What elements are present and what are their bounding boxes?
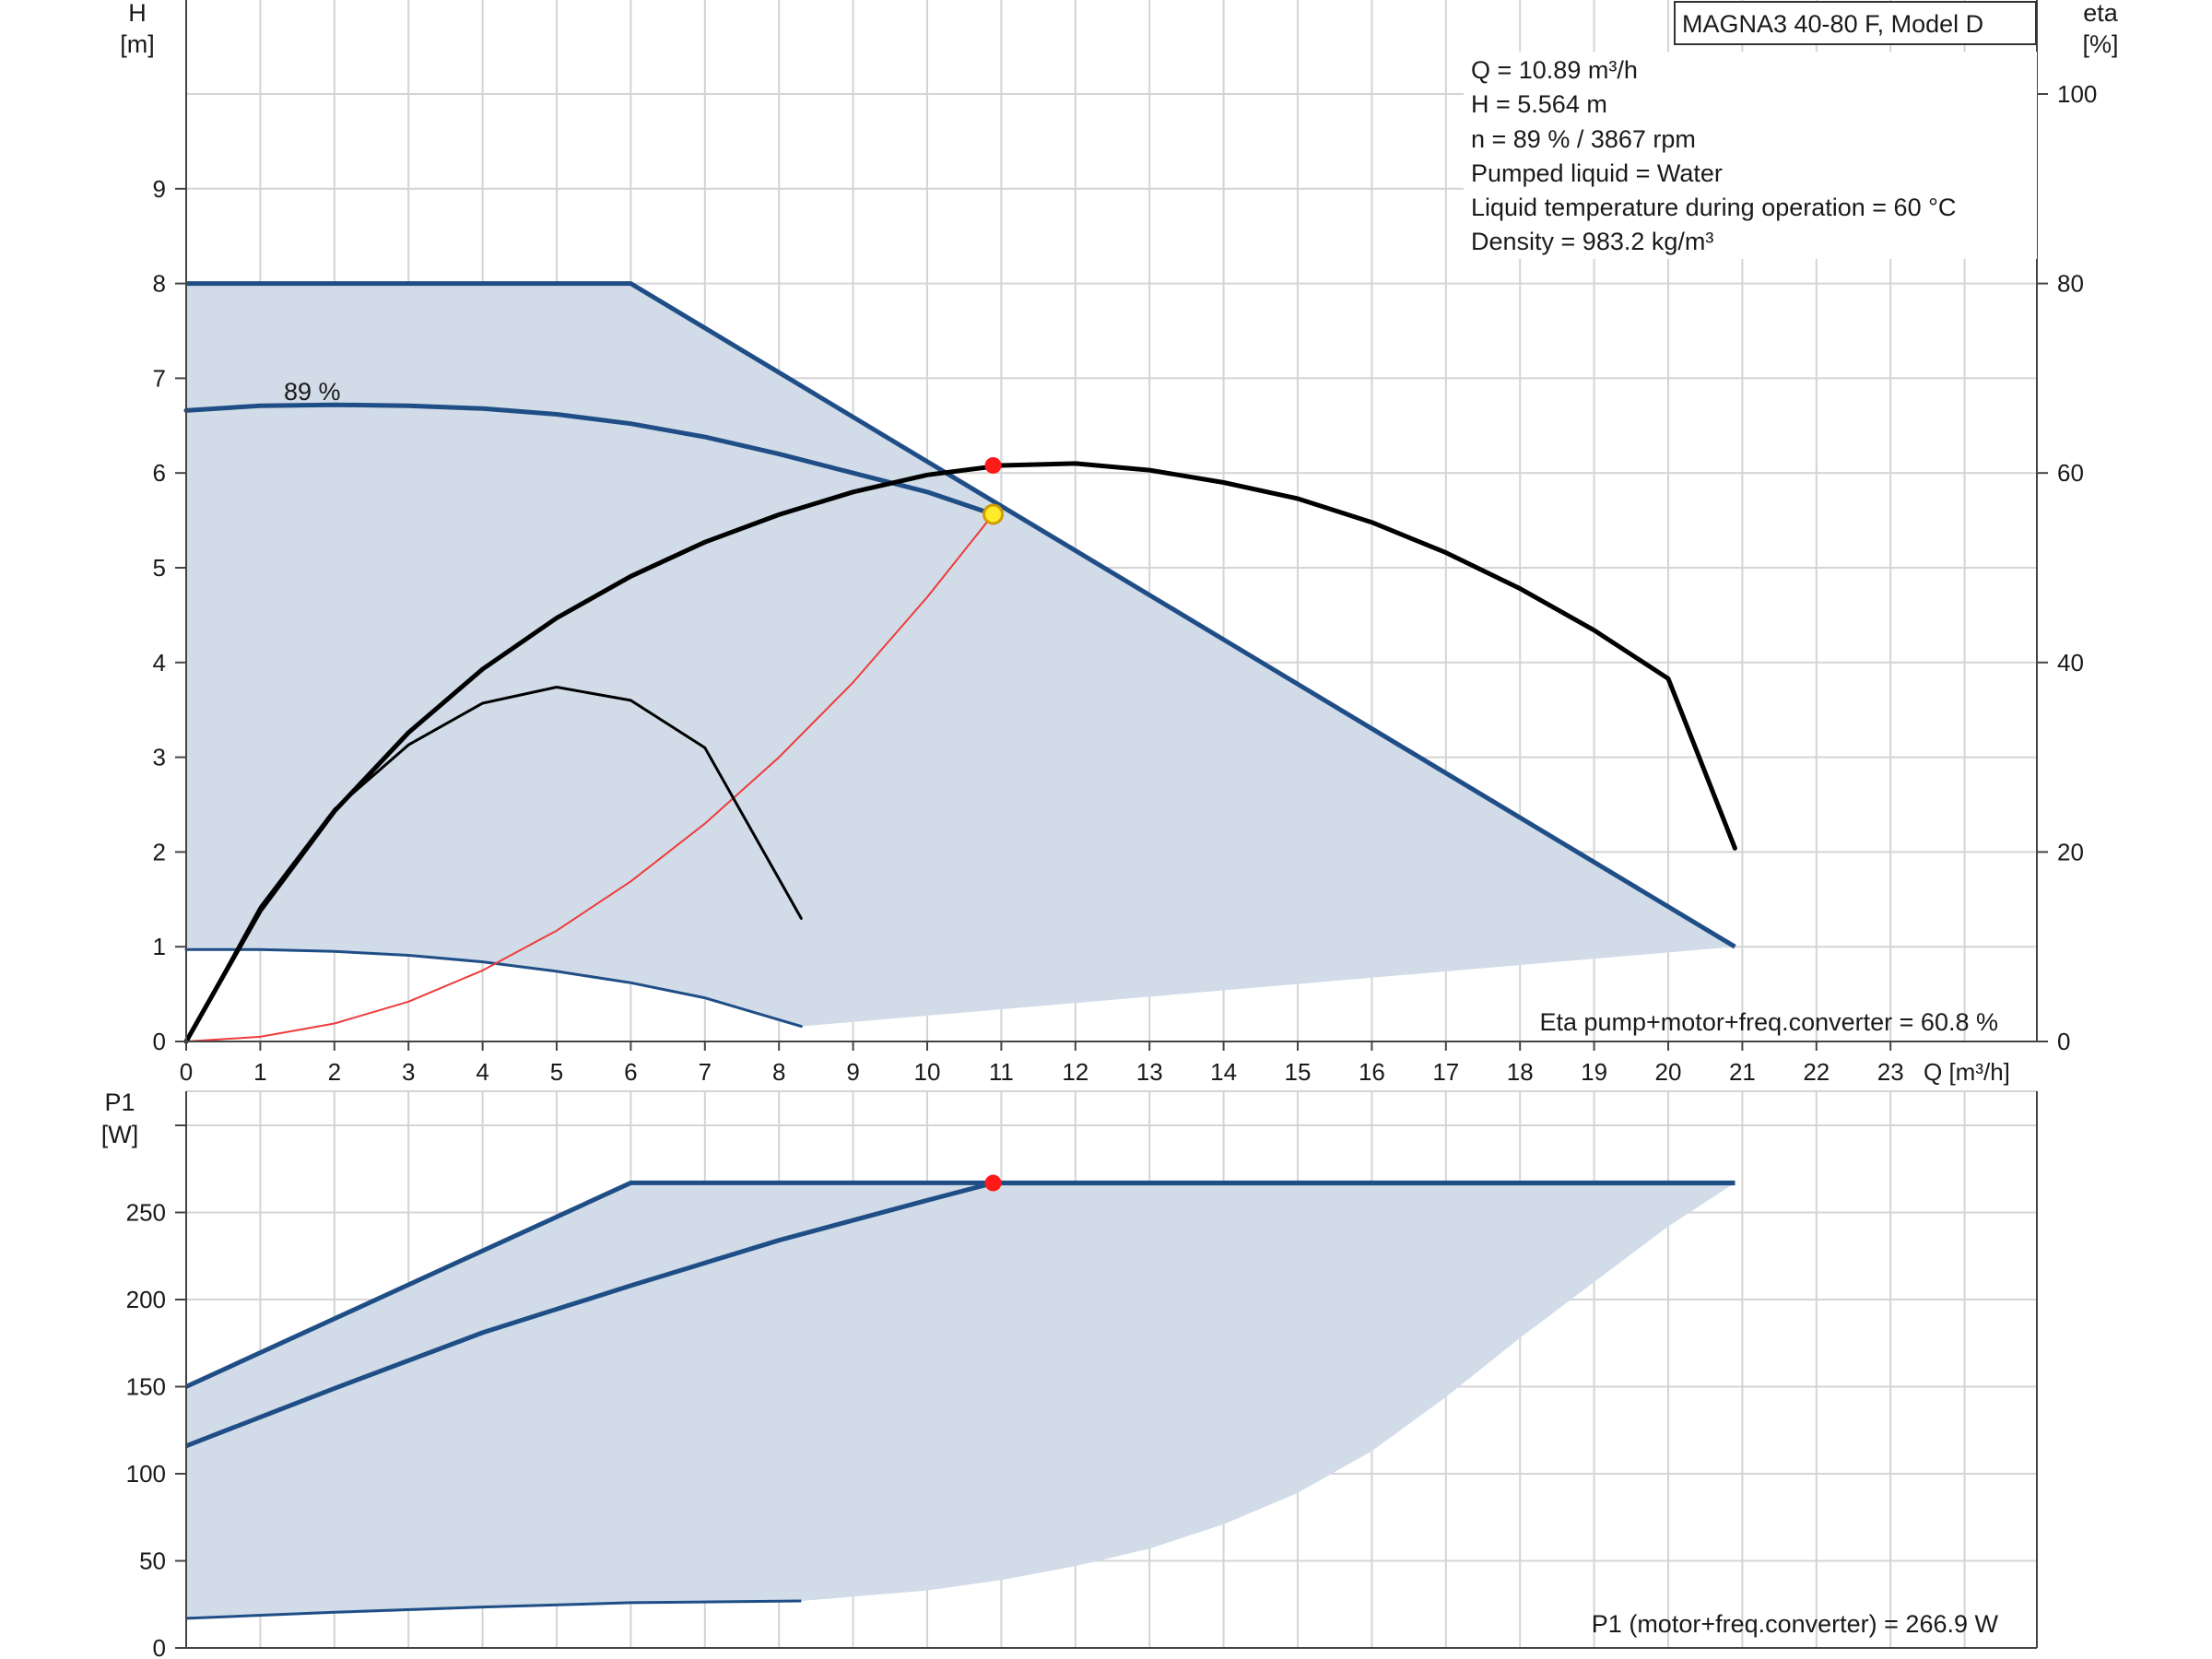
info-speed: n = 89 % / 3867 rpm (1471, 125, 1696, 153)
eta-footer-text: Eta pump+motor+freq.converter = 60.8 % (1539, 1008, 1998, 1036)
power-y-axis-title-line1: P1 (104, 1088, 135, 1116)
curve-speed-label: 89 % (284, 378, 341, 406)
eta-axis-title-line2: [%] (2082, 30, 2118, 58)
x-tick-label: 12 (1062, 1058, 1088, 1086)
head-y-tick-label: 0 (153, 1028, 166, 1055)
eta-tick-label: 80 (2057, 270, 2084, 298)
x-tick-label: 0 (180, 1058, 193, 1086)
power-y-tick-label: 250 (126, 1199, 166, 1227)
power-envelope-area (186, 1182, 1735, 1618)
power-y-tick-label: 100 (126, 1460, 166, 1488)
x-tick-label: 10 (914, 1058, 941, 1086)
head-curve-plot: 0 1 2 3 4 5 6 7 8 9 10 11 12 13 14 15 16 17 18 19 20 21 22 2301… (120, 0, 2119, 1086)
head-tick-labels: 0 1 2 3 4 5 6 7 8 9 10 11 12 13 14 15 16 17 18 19 20 21 22 2301… (153, 80, 2098, 1086)
info-density: Density = 983.2 kg/m³ (1471, 228, 1713, 255)
x-tick-label: 7 (699, 1058, 712, 1086)
power-min-curve (185, 1599, 802, 1620)
power-operating-envelope (184, 1180, 1735, 1618)
duty-point-head-marker (982, 503, 1005, 525)
x-tick-label: 4 (476, 1058, 488, 1086)
info-temperature: Liquid temperature during operation = 60… (1471, 194, 1956, 221)
system-curve (185, 513, 994, 1042)
power-y-axis-title-line2: [W] (101, 1121, 139, 1148)
head-y-tick-label: 3 (153, 744, 166, 771)
eta-tick-label: 100 (2057, 80, 2097, 108)
head-y-tick-label: 5 (153, 554, 166, 582)
x-tick-label: 23 (1877, 1058, 1904, 1086)
x-tick-label: 9 (846, 1058, 859, 1086)
power-axes (175, 1091, 2038, 1649)
power-y-tick-label: 150 (126, 1373, 166, 1401)
duty-point-eta-marker (984, 456, 1002, 474)
power-series-group (185, 1181, 1735, 1620)
x-tick-label: 21 (1729, 1058, 1756, 1086)
x-tick-label: 17 (1432, 1058, 1459, 1086)
head-y-tick-label: 4 (153, 649, 166, 677)
x-tick-label: 3 (402, 1058, 415, 1086)
head-y-axis-title-line2: [m] (120, 30, 155, 58)
model-label: MAGNA3 40-80 F, Model D (1682, 10, 1983, 38)
power-duty-markers (984, 1174, 1002, 1192)
x-tick-label: 2 (328, 1058, 341, 1086)
info-head: H = 5.564 m (1471, 90, 1607, 118)
x-tick-label: 8 (772, 1058, 785, 1086)
head-duty-markers (982, 456, 1005, 525)
duty-info-panel: Q = 10.89 m³/h H = 5.564 m n = 89 % / 38… (1464, 52, 2037, 259)
eta-curve-duty (183, 461, 1737, 1044)
head-y-tick-label: 6 (153, 459, 166, 487)
head-y-tick-label: 8 (153, 270, 166, 298)
head-y-tick-label: 2 (153, 838, 166, 865)
duty-point-power-marker (984, 1174, 1002, 1192)
eta-tick-label: 0 (2057, 1028, 2070, 1055)
eta-tick-label: 20 (2057, 838, 2084, 865)
max-curve (186, 281, 1736, 949)
eta-tick-label: 60 (2057, 459, 2084, 487)
head-y-axis-title-line1: H (128, 0, 147, 27)
power-y-tick-label: 0 (153, 1634, 166, 1659)
x-tick-label: 11 (989, 1058, 1014, 1086)
eta-axis-title-line1: eta (2083, 0, 2119, 27)
info-flow: Q = 10.89 m³/h (1471, 56, 1638, 84)
model-label-box: MAGNA3 40-80 F, Model D (1674, 1, 2037, 45)
head-y-tick-label: 7 (153, 364, 166, 392)
x-tick-label: 14 (1210, 1058, 1237, 1086)
eta-curve-low (184, 686, 803, 1043)
x-tick-label: 19 (1581, 1058, 1607, 1086)
info-liquid: Pumped liquid = Water (1471, 159, 1723, 187)
power-y-tick-label: 50 (139, 1547, 166, 1575)
head-operating-envelope (186, 281, 1736, 1027)
x-tick-label: 13 (1136, 1058, 1163, 1086)
power-curve-plot: 0 50 100 150 200 250 P1 [W] P1 (motor+freq.co… (101, 1088, 2038, 1659)
head-series-group (183, 402, 1737, 1044)
power-tick-labels: 0 50 100 150 200 250 (126, 1199, 166, 1659)
x-tick-label: 1 (253, 1058, 266, 1086)
x-tick-label: 5 (550, 1058, 563, 1086)
x-tick-label: 22 (1803, 1058, 1830, 1086)
x-tick-label: 15 (1285, 1058, 1312, 1086)
x-tick-label: 20 (1655, 1058, 1682, 1086)
head-envelope-area (186, 283, 1735, 1027)
eta-tick-label: 40 (2057, 649, 2084, 677)
speed-curve-89 (183, 402, 996, 517)
power-curve-89 (185, 1181, 1735, 1449)
x-axis-title: Q [m³/h] (1924, 1058, 2010, 1086)
x-tick-label: 18 (1507, 1058, 1534, 1086)
power-footer-text: P1 (motor+freq.converter) = 266.9 W (1592, 1610, 1999, 1638)
x-tick-label: 16 (1359, 1058, 1385, 1086)
head-y-tick-label: 9 (153, 175, 166, 203)
power-y-tick-label: 200 (126, 1286, 166, 1313)
x-tick-label: 6 (624, 1058, 637, 1086)
min-curve (184, 947, 803, 1029)
head-y-tick-label: 1 (153, 933, 166, 960)
